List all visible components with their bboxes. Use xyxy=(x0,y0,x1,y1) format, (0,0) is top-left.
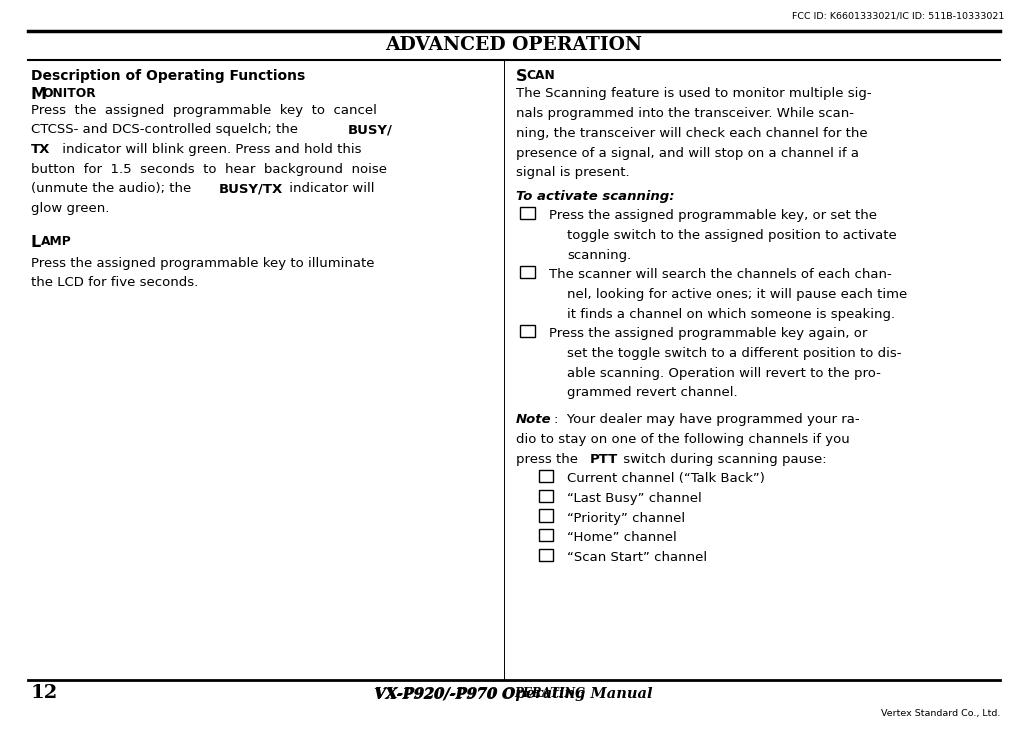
Text: BUSY/: BUSY/ xyxy=(347,123,393,136)
Bar xyxy=(520,266,535,278)
Bar xyxy=(539,510,553,521)
Text: S: S xyxy=(516,69,527,85)
Text: switch during scanning pause:: switch during scanning pause: xyxy=(619,453,827,466)
Text: To activate scanning:: To activate scanning: xyxy=(516,190,674,203)
Text: dio to stay on one of the following channels if you: dio to stay on one of the following chan… xyxy=(516,433,850,446)
Bar xyxy=(520,325,535,337)
Text: “Last Busy” channel: “Last Busy” channel xyxy=(567,492,702,505)
Text: glow green.: glow green. xyxy=(31,202,109,215)
Text: BUSY/TX: BUSY/TX xyxy=(219,182,284,195)
Text: ONITOR: ONITOR xyxy=(42,87,97,101)
Bar xyxy=(539,490,553,502)
Text: AMP: AMP xyxy=(41,235,72,248)
Text: L: L xyxy=(31,235,41,250)
Text: CAN: CAN xyxy=(526,69,555,82)
Text: Description of Operating Functions: Description of Operating Functions xyxy=(31,69,305,83)
Text: the LCD for five seconds.: the LCD for five seconds. xyxy=(31,276,198,289)
Text: it finds a channel on which someone is speaking.: it finds a channel on which someone is s… xyxy=(567,308,895,321)
Text: grammed revert channel.: grammed revert channel. xyxy=(567,386,738,399)
Text: Vertex Standard Co., Ltd.: Vertex Standard Co., Ltd. xyxy=(881,709,1000,718)
Text: “Home” channel: “Home” channel xyxy=(567,531,677,545)
Text: VX-P920/-P970 O: VX-P920/-P970 O xyxy=(373,687,514,701)
Text: (unmute the audio); the: (unmute the audio); the xyxy=(31,182,195,195)
Text: Press the assigned programmable key again, or: Press the assigned programmable key agai… xyxy=(549,327,868,340)
Text: set the toggle switch to a different position to dis-: set the toggle switch to a different pos… xyxy=(567,347,902,360)
Text: indicator will blink green. Press and hold this: indicator will blink green. Press and ho… xyxy=(58,143,361,156)
Text: Current channel (“Talk Back”): Current channel (“Talk Back”) xyxy=(567,472,765,486)
Text: “Priority” channel: “Priority” channel xyxy=(567,512,686,525)
Text: able scanning. Operation will revert to the pro-: able scanning. Operation will revert to … xyxy=(567,367,881,380)
Text: The Scanning feature is used to monitor multiple sig-: The Scanning feature is used to monitor … xyxy=(516,87,872,101)
Text: 12: 12 xyxy=(31,684,59,702)
Text: signal is present.: signal is present. xyxy=(516,166,630,179)
Text: PERATING: PERATING xyxy=(514,687,589,701)
Text: VX-P920/-P970 Operating Manual: VX-P920/-P970 Operating Manual xyxy=(375,687,653,701)
Bar xyxy=(520,207,535,219)
Text: nals programmed into the transceiver. While scan-: nals programmed into the transceiver. Wh… xyxy=(516,107,854,120)
Bar xyxy=(539,529,553,541)
Text: nel, looking for active ones; it will pause each time: nel, looking for active ones; it will pa… xyxy=(567,288,908,301)
Text: PTT: PTT xyxy=(590,453,618,466)
Text: M: M xyxy=(31,87,47,103)
Text: indicator will: indicator will xyxy=(285,182,374,195)
Text: scanning.: scanning. xyxy=(567,249,631,262)
Text: ning, the transceiver will check each channel for the: ning, the transceiver will check each ch… xyxy=(516,127,868,140)
Bar xyxy=(539,549,553,561)
Text: press the: press the xyxy=(516,453,582,466)
Text: ADVANCED OPERATION: ADVANCED OPERATION xyxy=(386,36,642,54)
Text: The scanner will search the channels of each chan-: The scanner will search the channels of … xyxy=(549,268,891,281)
Text: Note: Note xyxy=(516,413,552,426)
Text: Press  the  assigned  programmable  key  to  cancel: Press the assigned programmable key to c… xyxy=(31,104,376,117)
Text: FCC ID: K6601333021/IC ID: 511B-10333021: FCC ID: K6601333021/IC ID: 511B-10333021 xyxy=(792,12,1004,20)
Text: TX: TX xyxy=(31,143,50,156)
Text: CTCSS- and DCS-controlled squelch; the: CTCSS- and DCS-controlled squelch; the xyxy=(31,123,302,136)
Text: Press the assigned programmable key, or set the: Press the assigned programmable key, or … xyxy=(549,209,877,222)
Bar xyxy=(539,470,553,482)
Text: :  Your dealer may have programmed your ra-: : Your dealer may have programmed your r… xyxy=(554,413,859,426)
Text: presence of a signal, and will stop on a channel if a: presence of a signal, and will stop on a… xyxy=(516,147,859,160)
Text: Press the assigned programmable key to illuminate: Press the assigned programmable key to i… xyxy=(31,257,374,270)
Text: button  for  1.5  seconds  to  hear  background  noise: button for 1.5 seconds to hear backgroun… xyxy=(31,163,387,176)
Text: toggle switch to the assigned position to activate: toggle switch to the assigned position t… xyxy=(567,229,897,242)
Text: “Scan Start” channel: “Scan Start” channel xyxy=(567,551,707,564)
